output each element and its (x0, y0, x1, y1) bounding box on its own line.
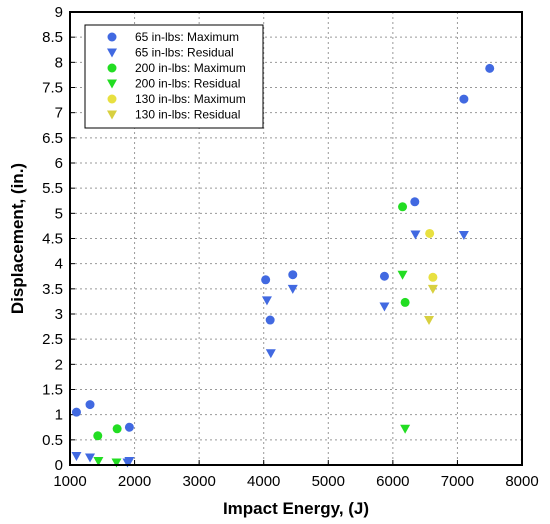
data-point-triangle (458, 230, 469, 240)
legend-marker-triangle (107, 48, 117, 58)
data-point-triangle (400, 424, 411, 434)
x-tick-label: 2000 (118, 473, 151, 490)
data-point-circle (71, 407, 81, 417)
data-point-triangle (410, 230, 421, 240)
y-tick-label: 7 (55, 105, 63, 122)
data-point-circle (425, 228, 435, 238)
y-tick-label: 7.5 (42, 80, 63, 97)
y-tick-label: 6 (55, 155, 63, 172)
legend-marker-circle (107, 32, 117, 42)
y-tick-label: 0.5 (42, 432, 63, 449)
grid-lines (70, 12, 522, 465)
data-point-circle (261, 275, 271, 285)
x-tick-label: 7000 (441, 473, 474, 490)
legend-label: 130 in-lbs: Maximum (135, 92, 246, 106)
legend-marker-triangle (107, 79, 117, 89)
y-axis-title: Displacement, (in.) (8, 163, 27, 314)
legend-marker-triangle (107, 110, 117, 120)
data-point-circle (428, 272, 438, 282)
data-point-circle (485, 63, 495, 73)
legend-marker-circle (107, 94, 117, 104)
x-tick-label: 4000 (247, 473, 280, 490)
data-point-circle (400, 297, 410, 307)
data-point-circle (379, 271, 389, 281)
data-point-triangle (424, 316, 435, 326)
data-point-triangle (93, 456, 104, 466)
data-point-triangle (71, 451, 82, 461)
x-tick-label: 5000 (312, 473, 345, 490)
x-tick-label: 3000 (182, 473, 215, 490)
legend-label: 65 in-lbs: Residual (135, 46, 234, 60)
data-point-triangle (287, 284, 298, 294)
y-tick-label: 1 (55, 407, 63, 424)
y-tick-label: 5.5 (42, 180, 63, 197)
data-point-circle (124, 422, 134, 432)
y-tick-label: 4 (55, 256, 63, 273)
y-tick-label: 8 (55, 54, 63, 71)
y-tick-label: 3.5 (42, 281, 63, 298)
data-point-circle (288, 270, 298, 280)
data-point-circle (398, 202, 408, 212)
legend-label: 200 in-lbs: Maximum (135, 61, 246, 75)
data-point-triangle (124, 456, 135, 466)
data-point-circle (112, 424, 122, 434)
legend-label: 130 in-lbs: Residual (135, 108, 240, 122)
data-point-circle (265, 315, 275, 325)
y-tick-label: 3 (55, 306, 63, 323)
y-tick-label: 8.5 (42, 29, 63, 46)
x-axis-title: Impact Energy, (J) (223, 499, 369, 518)
plot-frame (69, 11, 523, 466)
y-tick-label: 9 (55, 4, 63, 21)
y-tick-label: 2 (55, 356, 63, 373)
data-point-circle (93, 431, 103, 441)
legend-label: 65 in-lbs: Maximum (135, 30, 239, 44)
y-tick-label: 0 (55, 457, 63, 474)
data-points (71, 63, 495, 468)
axis-ticks: 1000 2000 3000 4000 5000 6000 7000 8000 0 0.5 1 1.5… (42, 4, 539, 490)
data-point-triangle (111, 458, 122, 468)
data-point-triangle (265, 349, 276, 359)
x-tick-label: 6000 (376, 473, 409, 490)
y-tick-label: 2.5 (42, 331, 63, 348)
data-point-triangle (427, 284, 438, 294)
y-tick-label: 1.5 (42, 382, 63, 399)
x-tick-label: 1000 (53, 473, 86, 490)
data-point-circle (410, 197, 420, 207)
data-point-triangle (261, 296, 272, 306)
y-tick-label: 4.5 (42, 231, 63, 248)
y-tick-label: 6.5 (42, 130, 63, 147)
data-point-triangle (379, 302, 390, 312)
data-point-circle (85, 400, 95, 410)
y-tick-label: 5 (55, 205, 63, 222)
legend-marker-circle (107, 63, 117, 73)
data-point-triangle (397, 270, 408, 280)
legend-label: 200 in-lbs: Residual (135, 77, 240, 91)
x-tick-label: 8000 (505, 473, 538, 490)
data-point-triangle (85, 453, 96, 463)
data-point-circle (459, 94, 469, 104)
